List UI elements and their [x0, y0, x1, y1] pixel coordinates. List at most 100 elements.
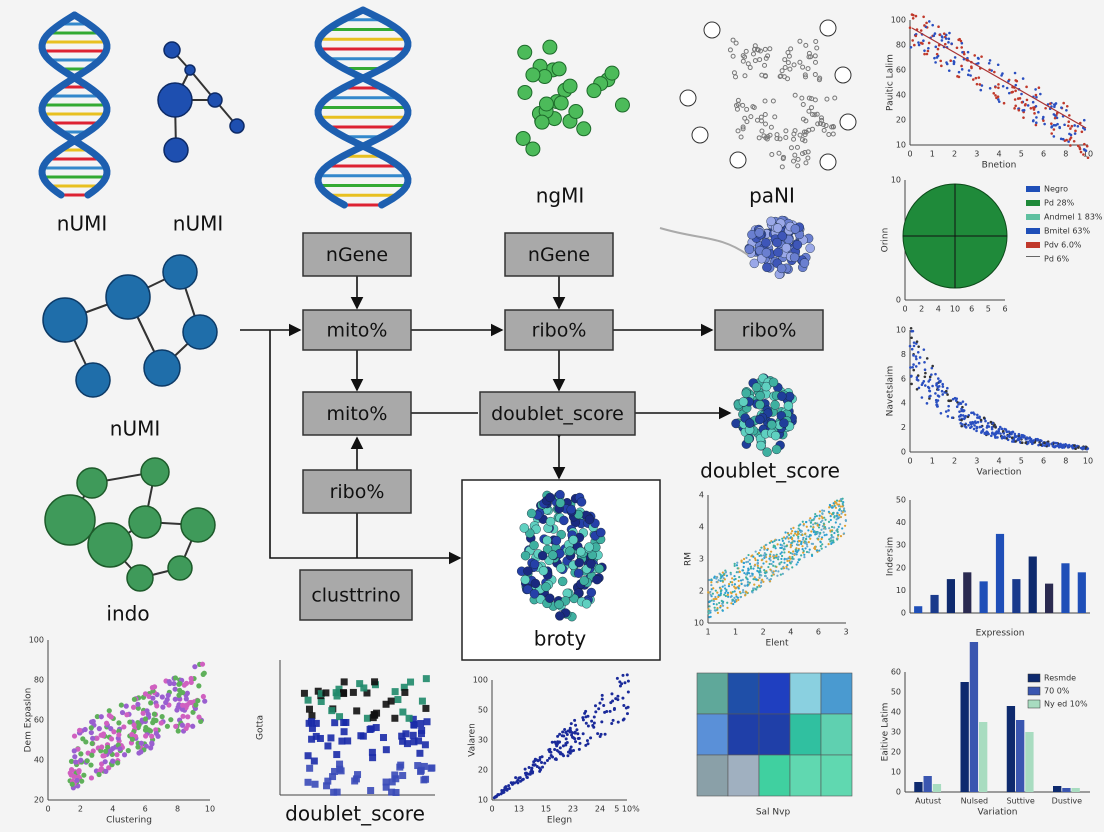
- heat-cell: [312, 732, 320, 740]
- protein-bead: [520, 575, 530, 585]
- scatter-dot: [114, 752, 120, 758]
- legend-label: Pd 28%: [1044, 199, 1075, 208]
- atom: [157, 82, 193, 118]
- scatter-dot: [931, 364, 934, 368]
- x-tick-label: 8: [1063, 150, 1068, 159]
- y-axis-label: Valaren: [468, 723, 478, 757]
- heat-cell: [391, 771, 399, 779]
- scatter-dot: [760, 559, 763, 562]
- scatter-dot: [148, 700, 154, 706]
- scatter-dot: [1014, 83, 1018, 87]
- scatter-dot: [610, 692, 614, 696]
- scatter-dot: [760, 574, 763, 577]
- scatter-dot: [106, 765, 112, 771]
- scatter-dot: [709, 593, 712, 596]
- scatter-dot: [618, 680, 622, 684]
- cluster-dot: [823, 123, 829, 129]
- scatter-dot: [959, 39, 963, 43]
- atom: [184, 64, 196, 76]
- scatter-dot: [994, 94, 997, 97]
- heat-cell: [327, 734, 335, 742]
- protein-bead: [792, 240, 803, 250]
- protein-bead: [545, 516, 556, 527]
- cluster-dot: [824, 96, 830, 102]
- scatter-dot: [780, 561, 783, 564]
- scatter-dot: [1001, 72, 1004, 75]
- heat-cell: [421, 741, 429, 749]
- scatter-dot: [835, 514, 838, 517]
- scatter-dot: [511, 781, 515, 785]
- heat-cell: [331, 719, 339, 727]
- scatter-dot: [969, 426, 972, 430]
- scatter-dot: [930, 373, 933, 376]
- scatter-dot: [1013, 98, 1017, 101]
- scatter-dot: [733, 590, 736, 593]
- cluster-dot: [795, 163, 801, 169]
- scatter-dot: [103, 748, 109, 754]
- scatter-dot: [719, 590, 723, 593]
- scatter-dot: [823, 534, 826, 537]
- cluster-dot: [781, 74, 787, 80]
- scatter-dot: [827, 543, 830, 546]
- scatter-dot: [773, 539, 776, 543]
- scatter-dot: [932, 34, 936, 38]
- scatter-dot: [1054, 123, 1058, 127]
- scatter-dot: [1068, 114, 1071, 117]
- scatter-dot: [776, 574, 779, 577]
- scatter-dot: [733, 578, 736, 581]
- y-tick-label: 40: [34, 756, 44, 765]
- scatter-dot: [764, 555, 767, 558]
- scatter-dot: [807, 529, 810, 532]
- heat-cell: [367, 787, 375, 795]
- scatter-dot: [547, 756, 551, 760]
- scatter-dot: [621, 696, 625, 700]
- scatter-dot: [724, 570, 728, 574]
- cluster-dot: [800, 64, 806, 70]
- scatter-dot: [936, 394, 940, 397]
- scatter-dot: [723, 584, 726, 587]
- x-tick-label: 24: [595, 805, 605, 814]
- scatter-dot: [742, 561, 746, 565]
- scatter-dot: [841, 502, 844, 506]
- scatter-dot: [910, 374, 913, 378]
- scatter-dot: [830, 533, 833, 537]
- scatter-dot: [505, 787, 509, 791]
- scatter-dot: [783, 561, 786, 564]
- scatter-dot: [1013, 71, 1017, 75]
- scatter-dot: [201, 670, 207, 676]
- cluster-dot: [803, 160, 809, 166]
- y-axis-label: RM: [684, 552, 694, 566]
- x-tick-label: 0: [907, 457, 912, 466]
- scatter-dot: [171, 680, 177, 687]
- heat-cell: [356, 680, 364, 688]
- scatter-dot: [957, 38, 960, 42]
- protein-bead: [768, 377, 779, 388]
- grid-cell: [727, 672, 760, 715]
- cluster-dot: [802, 74, 808, 80]
- x-tick-label: 2: [761, 628, 766, 637]
- cluster-dot: [738, 134, 744, 140]
- scatter-dot: [564, 737, 568, 741]
- scatter-dot: [785, 544, 788, 548]
- cluster-dot: [783, 135, 789, 141]
- scatter-dot: [183, 696, 189, 702]
- scatter-dot: [89, 719, 95, 725]
- scatter-dot: [736, 561, 739, 564]
- flow-box: [504, 232, 614, 277]
- scatter-dot: [723, 593, 726, 596]
- scatter-dot: [917, 386, 921, 390]
- atom: [229, 118, 245, 134]
- heat-cell: [310, 757, 318, 765]
- scatter-dot: [534, 758, 538, 762]
- y-tick-label: 20: [896, 116, 906, 125]
- scatter-dot: [942, 32, 946, 35]
- scatter-dot: [1069, 127, 1072, 130]
- scatter-dot: [960, 46, 964, 49]
- scatter-dot: [576, 732, 580, 736]
- scatter-dot: [722, 573, 726, 576]
- scatter-dot: [768, 578, 771, 581]
- scatter-dot: [565, 733, 569, 737]
- scatter-dot: [960, 68, 964, 71]
- scatter-dot: [1032, 119, 1035, 122]
- scatter-dot: [731, 590, 734, 594]
